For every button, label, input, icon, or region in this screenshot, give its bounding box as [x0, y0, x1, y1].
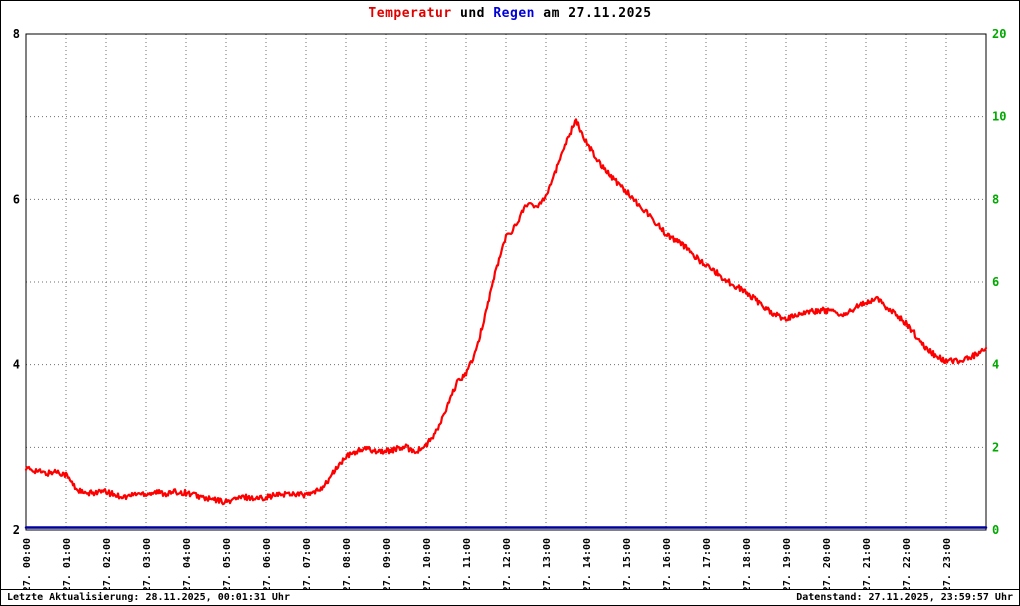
x-tick-label: 27. 22:00	[902, 538, 913, 592]
x-tick-label: 27. 03:00	[142, 538, 153, 592]
left-axis-label: 2	[13, 523, 20, 537]
x-tick-label: 27. 09:00	[382, 538, 393, 592]
right-axis-label: 2	[992, 440, 999, 454]
x-tick-label: 27. 02:00	[102, 538, 113, 592]
title-temperatur: Temperatur	[368, 6, 452, 21]
x-tick-label: 27. 23:00	[942, 538, 953, 592]
temperatur-line	[24, 118, 988, 506]
left-axis-label: 4	[13, 358, 20, 372]
right-axis-label: 8	[992, 192, 999, 206]
right-axis-label: 10	[992, 110, 1006, 124]
x-tick-label: 27. 04:00	[182, 538, 193, 592]
x-tick-label: 27. 10:00	[422, 538, 433, 592]
x-tick-label: 27. 20:00	[822, 538, 833, 592]
x-tick-label: 27. 07:00	[302, 538, 313, 592]
x-tick-label: 27. 14:00	[582, 538, 593, 592]
right-axis-label: 4	[992, 358, 999, 372]
x-tick-label: 27. 18:00	[742, 538, 753, 592]
left-axis-label: 8	[13, 27, 20, 41]
x-tick-label: 27. 15:00	[622, 538, 633, 592]
x-tick-label: 27. 16:00	[662, 538, 673, 592]
x-tick-label: 27. 00:00	[22, 538, 33, 592]
left-axis-label: 6	[13, 192, 20, 206]
plot-border	[25, 33, 987, 531]
title-regen: Regen	[493, 6, 535, 21]
right-axis-label: 0	[992, 523, 999, 537]
x-tick-label: 27. 19:00	[782, 538, 793, 592]
x-tick-label: 27. 11:00	[462, 538, 473, 592]
title-und: und	[451, 6, 494, 21]
x-tick-label: 27. 05:00	[222, 538, 233, 592]
last-update-text: Letzte Aktualisierung: 28.11.2025, 00:01…	[7, 592, 290, 603]
chart-title: Temperatur und Regen am 27.11.2025	[1, 6, 1019, 21]
x-tick-label: 27. 17:00	[702, 538, 713, 592]
right-axis-label: 20	[992, 27, 1006, 41]
x-tick-label: 27. 08:00	[342, 538, 353, 592]
x-tick-label: 27. 01:00	[62, 538, 73, 592]
x-tick-label: 27. 13:00	[542, 538, 553, 592]
x-tick-label: 27. 21:00	[862, 538, 873, 592]
title-date: am 27.11.2025	[534, 6, 652, 21]
data-state-text: Datenstand: 27.11.2025, 23:59:57 Uhr	[796, 592, 1013, 603]
x-tick-label: 27. 06:00	[262, 538, 273, 592]
footer-bar: Letzte Aktualisierung: 28.11.2025, 00:01…	[1, 589, 1019, 605]
x-tick-label: 27. 12:00	[502, 538, 513, 592]
right-axis-label: 6	[992, 275, 999, 289]
